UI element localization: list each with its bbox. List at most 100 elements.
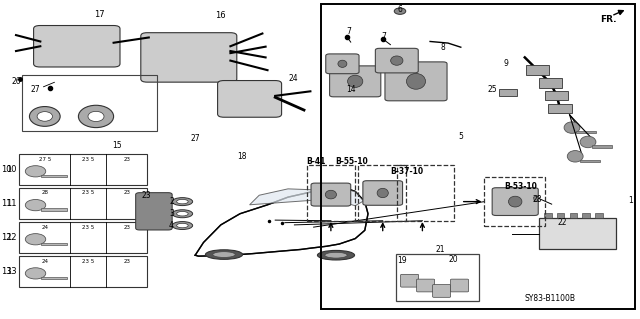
FancyBboxPatch shape — [433, 285, 451, 297]
Bar — [595, 213, 603, 218]
FancyBboxPatch shape — [311, 183, 351, 206]
Text: B-53-10: B-53-10 — [504, 182, 537, 191]
Text: 13: 13 — [6, 267, 17, 276]
Text: 22: 22 — [557, 218, 566, 227]
Text: 11: 11 — [1, 199, 12, 208]
Text: 14: 14 — [346, 85, 356, 94]
Polygon shape — [195, 188, 368, 256]
FancyBboxPatch shape — [375, 48, 419, 73]
Bar — [526, 65, 549, 75]
Bar — [358, 165, 406, 221]
Ellipse shape — [325, 190, 337, 199]
FancyBboxPatch shape — [401, 274, 419, 287]
Ellipse shape — [406, 73, 426, 89]
Bar — [19, 222, 147, 253]
Text: 20: 20 — [448, 255, 458, 263]
Text: 12: 12 — [1, 233, 12, 242]
Ellipse shape — [26, 166, 45, 177]
Text: 3: 3 — [169, 209, 174, 218]
Text: 23 5: 23 5 — [82, 259, 95, 264]
Text: SY83-B1100B: SY83-B1100B — [525, 294, 576, 303]
Bar — [544, 213, 552, 218]
Text: 17: 17 — [94, 10, 104, 19]
Ellipse shape — [177, 199, 188, 204]
Ellipse shape — [88, 111, 104, 122]
Text: 23: 23 — [124, 225, 130, 230]
Ellipse shape — [172, 221, 193, 230]
Text: 24: 24 — [288, 74, 298, 83]
Bar — [19, 188, 147, 219]
Ellipse shape — [26, 199, 45, 211]
Ellipse shape — [580, 136, 596, 148]
Text: 26: 26 — [11, 77, 21, 86]
Bar — [41, 243, 67, 245]
Bar — [539, 78, 562, 88]
Text: 24: 24 — [42, 259, 48, 264]
Ellipse shape — [394, 8, 406, 14]
Bar — [593, 145, 612, 148]
FancyBboxPatch shape — [385, 62, 447, 101]
Ellipse shape — [172, 198, 193, 206]
Polygon shape — [328, 188, 364, 206]
Text: 11: 11 — [6, 199, 17, 208]
Bar — [321, 4, 635, 309]
FancyBboxPatch shape — [417, 279, 435, 292]
Bar — [22, 75, 157, 131]
Text: 18: 18 — [237, 152, 246, 161]
Text: 23 5: 23 5 — [82, 157, 95, 162]
Bar — [580, 160, 600, 162]
Text: 28: 28 — [42, 190, 48, 196]
Text: 21: 21 — [436, 245, 445, 254]
Text: 25: 25 — [488, 85, 498, 94]
Ellipse shape — [79, 105, 114, 128]
Text: 23: 23 — [124, 157, 130, 162]
FancyBboxPatch shape — [141, 33, 237, 82]
Ellipse shape — [212, 252, 236, 257]
Text: 7: 7 — [346, 27, 351, 36]
Text: 24: 24 — [42, 225, 48, 230]
Ellipse shape — [325, 252, 348, 258]
Text: 4: 4 — [169, 221, 174, 230]
Text: 15: 15 — [112, 141, 122, 150]
FancyBboxPatch shape — [326, 54, 359, 74]
Text: 10: 10 — [6, 165, 17, 174]
Ellipse shape — [348, 75, 363, 87]
Text: 27: 27 — [190, 134, 200, 143]
Ellipse shape — [390, 56, 403, 65]
Text: 1: 1 — [628, 196, 633, 205]
Polygon shape — [250, 189, 325, 205]
Text: 10: 10 — [1, 165, 12, 174]
Text: 23 5: 23 5 — [82, 225, 95, 230]
Bar — [570, 213, 577, 218]
FancyBboxPatch shape — [136, 193, 172, 230]
Text: 23: 23 — [124, 259, 130, 264]
Bar — [545, 91, 568, 100]
Text: B-41: B-41 — [306, 157, 325, 166]
Ellipse shape — [172, 210, 193, 218]
Bar — [499, 89, 517, 96]
Ellipse shape — [509, 196, 522, 207]
Bar — [577, 131, 596, 133]
Bar — [548, 104, 572, 113]
Bar — [19, 154, 147, 185]
Text: 7: 7 — [381, 32, 387, 41]
Text: 23 5: 23 5 — [82, 190, 95, 196]
Bar — [41, 175, 67, 177]
FancyBboxPatch shape — [218, 81, 282, 117]
Ellipse shape — [26, 234, 45, 245]
Text: 9: 9 — [503, 59, 508, 68]
Ellipse shape — [317, 250, 355, 260]
Text: 13: 13 — [1, 267, 12, 276]
Bar — [19, 256, 147, 287]
Text: B-55-10: B-55-10 — [335, 157, 368, 166]
Text: 8: 8 — [440, 43, 445, 52]
Text: 27: 27 — [30, 85, 40, 94]
Ellipse shape — [37, 112, 52, 121]
Bar — [396, 254, 479, 301]
Ellipse shape — [564, 122, 580, 133]
Text: 27 5: 27 5 — [38, 157, 51, 162]
Text: 19: 19 — [397, 256, 407, 265]
Ellipse shape — [338, 60, 347, 67]
Bar — [41, 277, 67, 279]
Text: 6: 6 — [397, 5, 403, 14]
